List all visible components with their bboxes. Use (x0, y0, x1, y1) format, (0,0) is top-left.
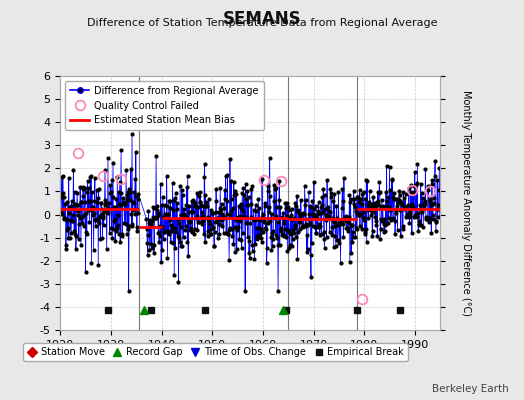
Text: Difference of Station Temperature Data from Regional Average: Difference of Station Temperature Data f… (87, 18, 437, 28)
Legend: Station Move, Record Gap, Time of Obs. Change, Empirical Break: Station Move, Record Gap, Time of Obs. C… (23, 343, 408, 361)
Text: Berkeley Earth: Berkeley Earth (432, 384, 508, 394)
Legend: Difference from Regional Average, Quality Control Failed, Estimated Station Mean: Difference from Regional Average, Qualit… (65, 81, 264, 130)
Text: SEMANS: SEMANS (223, 10, 301, 28)
Y-axis label: Monthly Temperature Anomaly Difference (°C): Monthly Temperature Anomaly Difference (… (461, 90, 471, 316)
